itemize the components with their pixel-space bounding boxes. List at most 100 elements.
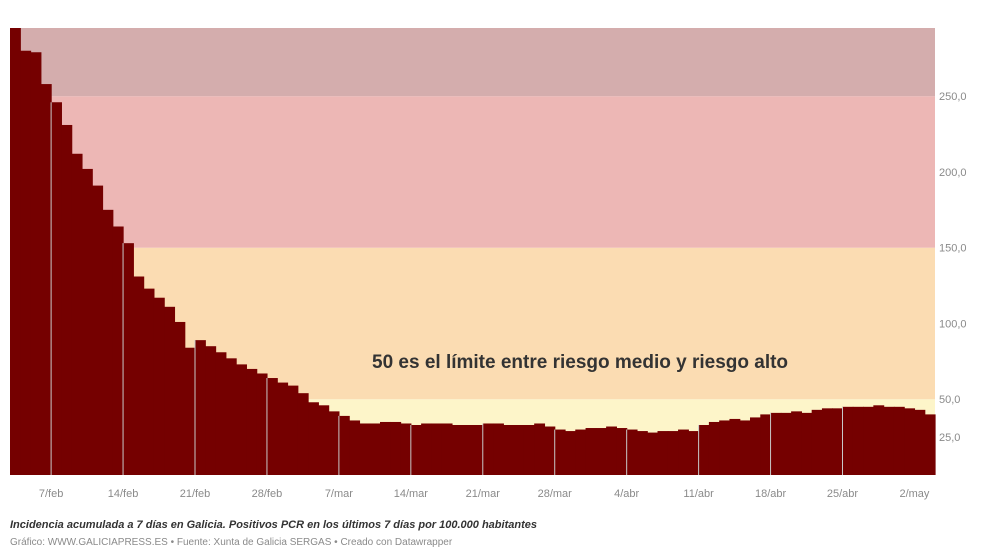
- bar: [924, 414, 936, 475]
- bar: [153, 297, 165, 475]
- bar: [380, 421, 391, 475]
- bar: [883, 406, 895, 475]
- bar: [308, 402, 319, 475]
- bar: [236, 364, 247, 475]
- bar: [297, 393, 309, 475]
- bar: [503, 424, 515, 475]
- bar: [770, 412, 782, 475]
- bar: [20, 50, 32, 475]
- bar: [174, 321, 186, 475]
- bar: [863, 406, 874, 475]
- bar: [390, 421, 402, 475]
- bar: [431, 423, 443, 475]
- bar: [523, 424, 535, 475]
- risk-band-2: [10, 96, 935, 248]
- week-separators: [50, 102, 843, 475]
- bar: [667, 431, 679, 475]
- bar: [842, 406, 854, 475]
- x-tick-label: 2/may: [899, 488, 929, 500]
- bar: [513, 424, 525, 475]
- bar: [739, 420, 751, 475]
- bar: [698, 424, 710, 475]
- bar: [225, 358, 237, 475]
- bar: [266, 378, 278, 475]
- bar: [708, 421, 720, 475]
- bar: [657, 431, 669, 475]
- bar: [328, 411, 340, 475]
- bar: [10, 28, 21, 475]
- y-tick-label: 25,0: [939, 432, 960, 444]
- bar: [750, 417, 761, 475]
- bar: [472, 424, 484, 475]
- bar: [678, 429, 689, 475]
- y-tick-label: 100,0: [939, 318, 967, 330]
- risk-bands: [10, 28, 935, 475]
- bar: [102, 209, 114, 475]
- bar: [914, 409, 926, 475]
- incidence-chart: 25,0 50,0 100,0 150,0 200,0 250,0 7/feb 14/feb…: [10, 28, 967, 500]
- bar: [246, 368, 258, 475]
- bar: [61, 124, 73, 476]
- bar: [143, 288, 155, 475]
- bar: [338, 415, 350, 475]
- bar: [215, 352, 227, 475]
- bar: [585, 428, 597, 475]
- bar: [729, 418, 741, 475]
- bar: [369, 423, 381, 475]
- bar: [606, 426, 617, 475]
- bar: [349, 420, 361, 475]
- bar: [462, 424, 474, 475]
- bar: [287, 385, 299, 475]
- bar: [81, 168, 93, 475]
- bar: [873, 405, 885, 475]
- bar: [554, 429, 566, 475]
- bar: [852, 406, 864, 475]
- bar: [112, 226, 124, 475]
- y-tick-label: 150,0: [939, 243, 967, 255]
- bar: [688, 431, 700, 475]
- annotation-text: 50 es el límite entre riesgo medio y rie…: [372, 352, 788, 373]
- bar: [801, 412, 813, 475]
- bar: [719, 420, 731, 475]
- bar: [493, 423, 504, 475]
- bar: [647, 432, 659, 475]
- bar: [451, 424, 463, 475]
- risk-band-3: [10, 28, 935, 97]
- x-tick-label: 21/feb: [180, 488, 211, 500]
- bar-series: [10, 28, 936, 476]
- x-tick-label: 7/mar: [325, 488, 353, 500]
- y-axis-labels: 25,0 50,0 100,0 150,0 200,0 250,0: [939, 91, 967, 444]
- x-tick-label: 25/abr: [827, 488, 859, 500]
- x-tick-label: 28/feb: [252, 488, 283, 500]
- bar: [616, 428, 628, 475]
- bar: [51, 102, 62, 475]
- bar: [421, 423, 432, 475]
- bar: [205, 346, 217, 475]
- x-tick-label: 11/abr: [683, 488, 714, 500]
- y-tick-label: 50,0: [939, 394, 960, 406]
- bar: [40, 84, 52, 476]
- bar: [184, 347, 196, 475]
- bar: [832, 408, 844, 475]
- bar: [359, 423, 371, 475]
- bar: [595, 428, 607, 475]
- x-tick-label: 4/abr: [614, 488, 639, 500]
- bar: [123, 243, 134, 475]
- x-tick-label: 14/feb: [108, 488, 139, 500]
- bar: [811, 409, 823, 475]
- bar: [904, 408, 916, 475]
- bar: [893, 406, 905, 475]
- chart-credit: Gráfico: WWW.GALICIAPRESS.ES • Fuente: X…: [10, 537, 453, 548]
- bar: [636, 431, 648, 475]
- bar: [780, 412, 792, 475]
- bar: [626, 429, 638, 475]
- y-tick-label: 200,0: [939, 167, 967, 179]
- bar: [544, 426, 556, 475]
- bar: [318, 405, 330, 475]
- x-tick-label: 28/mar: [538, 488, 573, 500]
- x-axis-labels: 7/feb 14/feb 21/feb 28/feb 7/mar 14/mar 21/mar…: [39, 488, 930, 500]
- x-tick-label: 14/mar: [394, 488, 429, 500]
- bar: [133, 276, 145, 475]
- bar: [400, 423, 412, 475]
- bar: [760, 414, 772, 475]
